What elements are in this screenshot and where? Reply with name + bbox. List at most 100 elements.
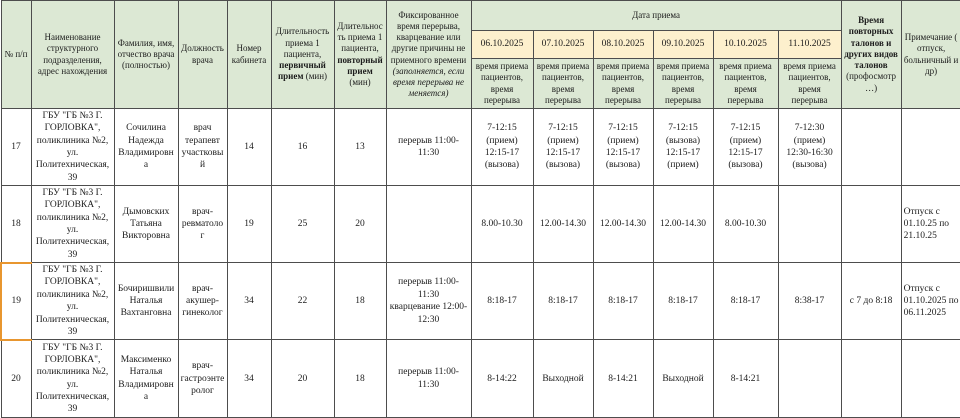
cell-day-0[interactable]: 8-14:22 xyxy=(470,339,534,418)
cell-fio[interactable]: Бочиришвили Наталья Вахтанговна xyxy=(113,262,179,341)
cell-day-4[interactable]: 8.00-10.30 xyxy=(712,185,779,264)
col-header-day-sub-1: время приема пациентов, время перерыва xyxy=(532,58,594,109)
header-text: № п/п xyxy=(4,48,28,59)
cell-day-5[interactable]: 8:38-17 xyxy=(777,262,842,341)
header-text-bold: первичный прием xyxy=(277,60,326,82)
col-header-day-sub-0: время приема пациентов, время перерыва xyxy=(470,58,534,109)
header-text: Наименование структурного подразделения,… xyxy=(37,32,108,76)
cell-position[interactable]: врач-гастроэнтеролог xyxy=(177,339,228,418)
cell-note[interactable] xyxy=(900,339,960,418)
cell-note[interactable]: Отпуск с 01.10.25 по 21.10.25 xyxy=(900,185,960,264)
cell-day-5[interactable] xyxy=(777,185,842,264)
table-row: 19 ГБУ "ГБ №3 Г. ГОРЛОВКА", поликлиника … xyxy=(0,261,960,341)
cell-day-2[interactable]: 8:18-17 xyxy=(592,262,654,341)
cell-primary[interactable]: 20 xyxy=(270,339,335,418)
cell-primary[interactable]: 22 xyxy=(270,262,335,341)
header-text-bold: Время повторных талонов и других видов т… xyxy=(844,15,898,71)
col-header-day-sub-4: время приема пациентов, время перерыва xyxy=(712,58,779,109)
header-text: Дата приема xyxy=(632,9,681,20)
cell-tickets[interactable] xyxy=(840,185,902,264)
cell-primary[interactable]: 25 xyxy=(270,185,335,264)
cell-position[interactable]: врач-ревматолог xyxy=(177,185,228,264)
cell-break[interactable] xyxy=(385,185,472,264)
cell-unit[interactable]: ГБУ "ГБ №3 Г. ГОРЛОВКА", поликлиника №2,… xyxy=(30,185,115,264)
cell-fio[interactable]: Максименко Наталья Владимировна xyxy=(113,339,179,418)
header-text: Примечание ( отпуск, больничный и др) xyxy=(903,32,959,76)
header-text-bold: повторный прием xyxy=(337,54,383,76)
cell-unit[interactable]: ГБУ "ГБ №3 Г. ГОРЛОВКА", поликлиника №2,… xyxy=(30,262,115,341)
col-header-number: № п/п xyxy=(0,0,32,109)
cell-day-1[interactable]: Выходной xyxy=(532,339,594,418)
cell-day-3[interactable]: Выходной xyxy=(652,339,714,418)
header-text: Номер кабинета xyxy=(231,43,267,65)
cell-tickets[interactable] xyxy=(840,107,902,187)
cell-tickets[interactable]: с 7 до 8:18 xyxy=(840,262,902,341)
col-header-position: Должность врача xyxy=(177,0,228,109)
cell-day-3[interactable]: 7-12:15 (вызова) 12:15-17 (прием) xyxy=(652,107,714,187)
cell-day-4[interactable]: 8:18-17 xyxy=(712,262,779,341)
cell-day-0[interactable]: 8.00-10.30 xyxy=(470,185,534,264)
cell-num[interactable]: 18 xyxy=(0,185,32,264)
cell-unit[interactable]: ГБУ "ГБ №3 Г. ГОРЛОВКА", поликлиника №2,… xyxy=(30,339,115,418)
cell-day-4[interactable]: 8-14:21 xyxy=(712,339,779,418)
header-text: Фамилия, имя, отчество врача (полностью) xyxy=(117,37,175,71)
cell-day-1[interactable]: 12.00-14.30 xyxy=(532,185,594,264)
header-text: (мин) xyxy=(303,71,328,82)
cell-note[interactable]: Отпуск с 01.10.2025 по 06.11.2025 xyxy=(900,262,960,341)
cell-unit[interactable]: ГБУ "ГБ №3 Г. ГОРЛОВКА", поликлиника №2,… xyxy=(30,107,115,187)
cell-cabinet[interactable]: 34 xyxy=(226,262,272,341)
cell-day-4[interactable]: 7-12:15 (прием) 12:15-17 (вызова) xyxy=(712,107,779,187)
cell-break[interactable]: перерыв 11:00- 11:30 кварцевание 12:00- … xyxy=(385,262,472,341)
header-text: Длительность приема 1 пациента, xyxy=(275,26,330,59)
table-row: 20 ГБУ "ГБ №3 Г. ГОРЛОВКА", поликлиника … xyxy=(0,339,960,418)
header-text: Должность врача xyxy=(181,43,224,65)
col-header-day-sub-3: время приема пациентов, время перерыва xyxy=(652,58,714,109)
cell-break[interactable]: перерыв 11:00- 11:30 xyxy=(385,339,472,418)
col-header-date-group: Дата приема xyxy=(470,0,842,31)
cell-num-selected[interactable]: 19 xyxy=(0,261,32,341)
cell-fio[interactable]: Дымовских Татьяна Викторовна xyxy=(113,185,179,264)
cell-primary[interactable]: 16 xyxy=(270,107,335,187)
cell-cabinet[interactable]: 19 xyxy=(226,185,272,264)
cell-day-2[interactable]: 12.00-14.30 xyxy=(592,185,654,264)
cell-note[interactable] xyxy=(900,107,960,187)
cell-break[interactable]: перерыв 11:00- 11:30 xyxy=(385,107,472,187)
cell-day-0[interactable]: 8:18-17 xyxy=(470,262,534,341)
cell-day-2[interactable]: 8-14:21 xyxy=(592,339,654,418)
cell-position[interactable]: врач терапевт участковый xyxy=(177,107,228,187)
cell-day-5[interactable]: 7-12:30 (прием) 12:30-16:30 (вызова) xyxy=(777,107,842,187)
cell-repeat[interactable]: 13 xyxy=(333,107,387,187)
col-header-date-1: 07.10.2025 xyxy=(532,30,594,59)
col-header-repeat-duration: Длительность приема 1 пациента, повторны… xyxy=(333,0,387,109)
header-row-subs: время приема пациентов, время перерыва в… xyxy=(1,58,960,109)
cell-num[interactable]: 20 xyxy=(0,339,32,418)
header-text: (профосмотр…) xyxy=(846,71,897,93)
col-header-date-4: 10.10.2025 xyxy=(712,30,779,59)
cell-num[interactable]: 17 xyxy=(0,107,32,187)
col-header-doctor-name: Фамилия, имя, отчество врача (полностью) xyxy=(113,0,179,109)
header-text: Длительность приема 1 пациента, xyxy=(337,20,383,54)
cell-tickets[interactable] xyxy=(840,339,902,418)
cell-fio[interactable]: Сочилина Надежда Владимировна xyxy=(113,107,179,187)
cell-repeat[interactable]: 18 xyxy=(333,262,387,341)
cell-repeat[interactable]: 20 xyxy=(333,185,387,264)
cell-day-3[interactable]: 8:18-17 xyxy=(652,262,714,341)
cell-position[interactable]: врач-акушер-гинеколог xyxy=(177,262,228,341)
cell-day-1[interactable]: 8:18-17 xyxy=(532,262,594,341)
col-header-date-3: 09.10.2025 xyxy=(652,30,714,59)
col-header-day-sub-5: время приема пациентов, время перерыва xyxy=(777,58,842,109)
header-text: (мин) xyxy=(349,77,371,87)
cell-day-3[interactable]: 12.00-14.30 xyxy=(652,185,714,264)
cell-repeat[interactable]: 18 xyxy=(333,339,387,418)
cell-day-1[interactable]: 7-12:15 (прием) 12:15-17 (вызова) xyxy=(532,107,594,187)
header-row-dates: 06.10.2025 07.10.2025 08.10.2025 09.10.2… xyxy=(1,30,960,59)
cell-cabinet[interactable]: 34 xyxy=(226,339,272,418)
header-text-italic: (заполняется, если время перерыва не мен… xyxy=(392,65,465,99)
cell-day-0[interactable]: 7-12:15 (прием) 12:15-17 (вызова) xyxy=(470,107,534,187)
col-header-repeat-tickets: Время повторных талонов и других видов т… xyxy=(840,0,902,109)
cell-day-5[interactable] xyxy=(777,339,842,418)
cell-day-2[interactable]: 7-12:15 (прием) 12:15-17 (вызова) xyxy=(592,107,654,187)
header-text: Фиксированное время перерыва, кварцевани… xyxy=(390,9,467,65)
cell-cabinet[interactable]: 14 xyxy=(226,107,272,187)
